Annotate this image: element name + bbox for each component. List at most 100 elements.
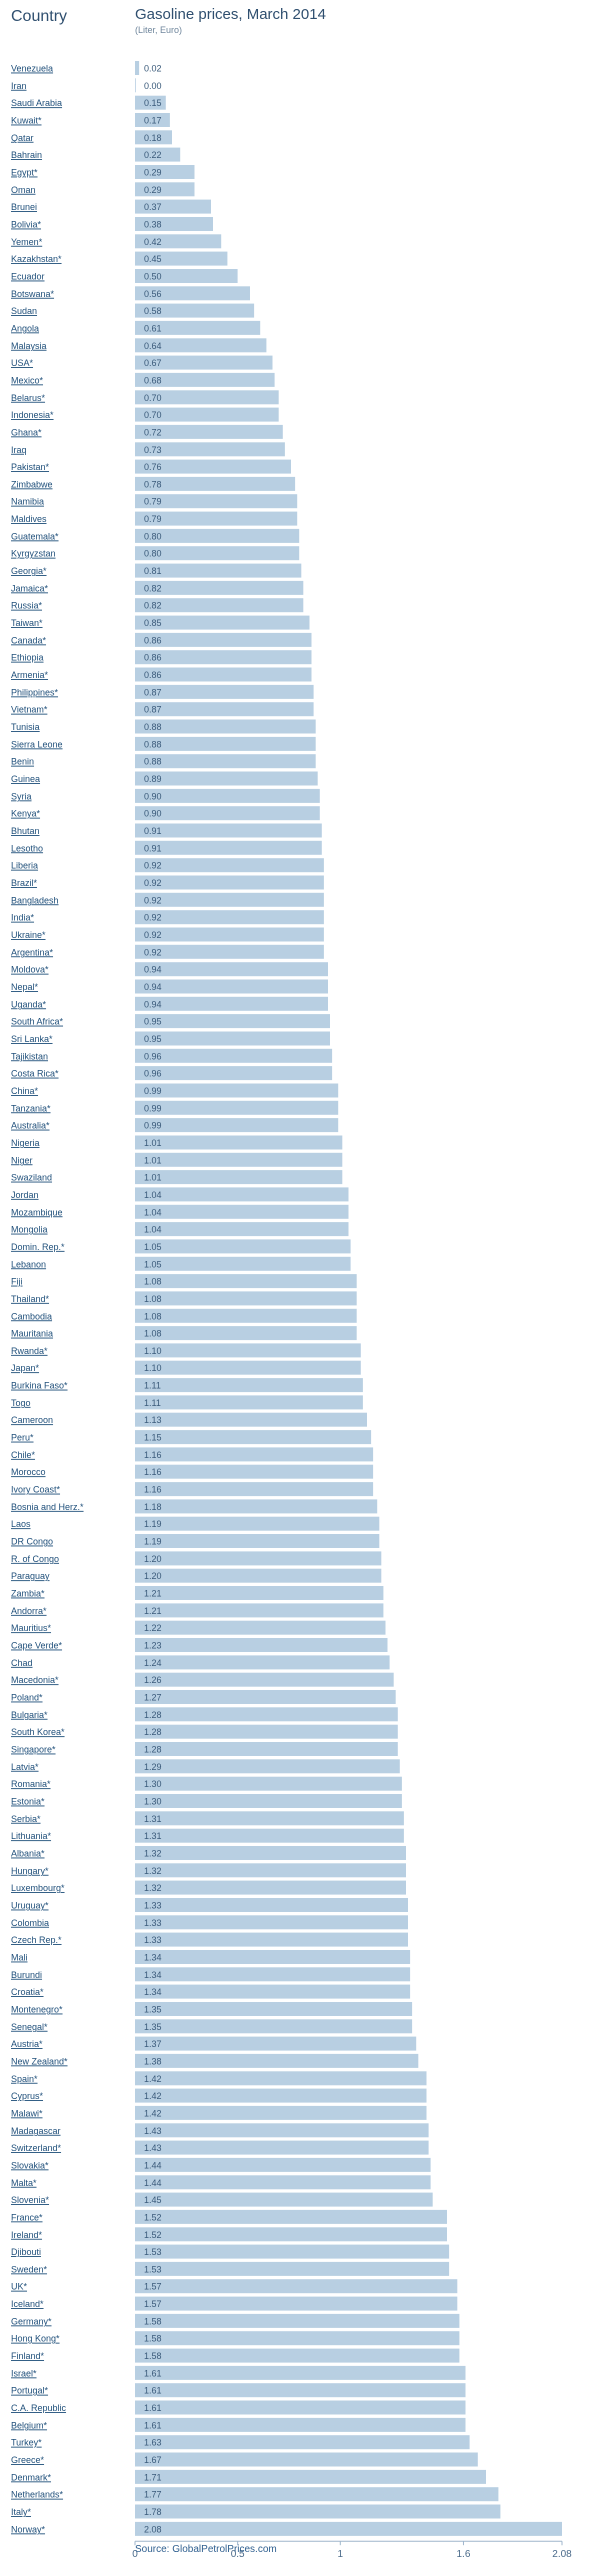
bar	[135, 1118, 339, 1133]
bar	[135, 650, 312, 665]
country-label: Tanzania*	[11, 1103, 51, 1113]
value-label: 0.45	[144, 254, 162, 264]
country-label: Burundi	[11, 1970, 42, 1980]
country-label: Swaziland	[11, 1173, 52, 1183]
country-label: Greece*	[11, 2455, 45, 2465]
value-label: 1.44	[144, 2160, 162, 2170]
country-label: Djibouti	[11, 2247, 41, 2257]
value-label: 0.86	[144, 670, 162, 680]
bar	[135, 598, 304, 613]
country-label: Nigeria	[11, 1138, 40, 1148]
bar	[135, 615, 310, 630]
bar	[135, 2487, 499, 2502]
bar	[135, 1395, 363, 1410]
bar	[135, 2123, 429, 2138]
value-label: 1.08	[144, 1277, 162, 1287]
source-note: Source: GlobalPetrolPrices.com	[135, 2544, 277, 2555]
bar	[135, 944, 324, 959]
country-label: Brunei	[11, 202, 37, 212]
country-label: Sweden*	[11, 2264, 48, 2274]
value-label: 1.37	[144, 2039, 162, 2049]
bar	[135, 320, 261, 335]
country-label: Botswana*	[11, 289, 55, 299]
country-label: Malawi*	[11, 2108, 43, 2118]
value-label: 0.88	[144, 739, 162, 749]
bar	[135, 2088, 427, 2103]
country-label: Bangladesh	[11, 895, 59, 905]
value-label: 1.20	[144, 1571, 162, 1581]
bar	[135, 1586, 384, 1600]
country-label: Hong Kong*	[11, 2334, 60, 2344]
value-label: 1.30	[144, 1797, 162, 1807]
bar	[135, 1915, 408, 1930]
country-label: Sri Lanka*	[11, 1034, 53, 1044]
bar	[135, 927, 324, 942]
country-label: Saudi Arabia	[11, 98, 62, 108]
value-label: 0.95	[144, 1034, 162, 1044]
value-label: 0.78	[144, 479, 162, 489]
country-label: Thailand*	[11, 1294, 50, 1304]
bar	[135, 2452, 478, 2467]
bar	[135, 511, 298, 526]
country-label: Uganda*	[11, 999, 47, 1009]
value-label: 0.68	[144, 375, 162, 385]
bar	[135, 2521, 562, 2536]
country-label: Ivory Coast*	[11, 1485, 61, 1495]
bar	[135, 1724, 398, 1739]
value-label: 1.19	[144, 1537, 162, 1547]
country-label: India*	[11, 913, 35, 923]
bar	[135, 1014, 330, 1029]
country-label: Zambia*	[11, 1589, 45, 1599]
country-label: Mali	[11, 1953, 28, 1963]
value-label: 1.71	[144, 2472, 162, 2482]
bar	[135, 234, 222, 249]
value-label: 0.94	[144, 999, 162, 1009]
country-label: Cyprus*	[11, 2091, 44, 2101]
country-label: Domin. Rep.*	[11, 1242, 65, 1252]
value-label: 0.92	[144, 947, 162, 957]
value-label: 1.61	[144, 2386, 162, 2396]
country-label: France*	[11, 2212, 43, 2222]
value-label: 0.81	[144, 566, 162, 576]
country-label: Czech Rep.*	[11, 1935, 62, 1945]
value-label: 1.31	[144, 1831, 162, 1841]
country-label: Belgium*	[11, 2420, 48, 2430]
value-label: 1.20	[144, 1554, 162, 1564]
country-label: Tunisia	[11, 722, 40, 732]
country-label: Kyrgyzstan	[11, 549, 56, 559]
value-label: 1.52	[144, 2230, 162, 2240]
value-label: 1.15	[144, 1433, 162, 1443]
bar	[135, 1811, 404, 1826]
value-label: 1.58	[144, 2334, 162, 2344]
value-label: 1.34	[144, 1987, 162, 1997]
country-label: Hungary*	[11, 1866, 49, 1876]
country-label: Finland*	[11, 2351, 45, 2361]
bar	[135, 2053, 419, 2068]
value-label: 1.33	[144, 1901, 162, 1911]
bar	[135, 719, 316, 734]
value-label: 0.88	[144, 722, 162, 732]
value-label: 1.32	[144, 1849, 162, 1859]
country-label: Bolivia*	[11, 220, 42, 230]
bar	[135, 1880, 406, 1895]
bar	[135, 95, 166, 110]
bar	[135, 147, 181, 162]
country-label: Latvia*	[11, 1762, 39, 1772]
country-label: Italy*	[11, 2507, 32, 2517]
bar	[135, 1620, 386, 1635]
country-label: Ethiopia	[11, 653, 44, 663]
bar	[135, 476, 296, 491]
value-label: 1.58	[144, 2351, 162, 2361]
country-label: Bosnia and Herz.*	[11, 1502, 84, 1512]
value-label: 0.99	[144, 1086, 162, 1096]
value-label: 1.05	[144, 1259, 162, 1269]
country-label: Norway*	[11, 2524, 46, 2534]
value-label: 0.79	[144, 497, 162, 507]
country-label: Russia*	[11, 601, 43, 611]
value-label: 0.58	[144, 306, 162, 316]
value-label: 1.61	[144, 2403, 162, 2413]
value-label: 1.53	[144, 2247, 162, 2257]
country-label: Cambodia	[11, 1311, 52, 1321]
country-label: South Korea*	[11, 1727, 65, 1737]
bar	[135, 1898, 408, 1912]
